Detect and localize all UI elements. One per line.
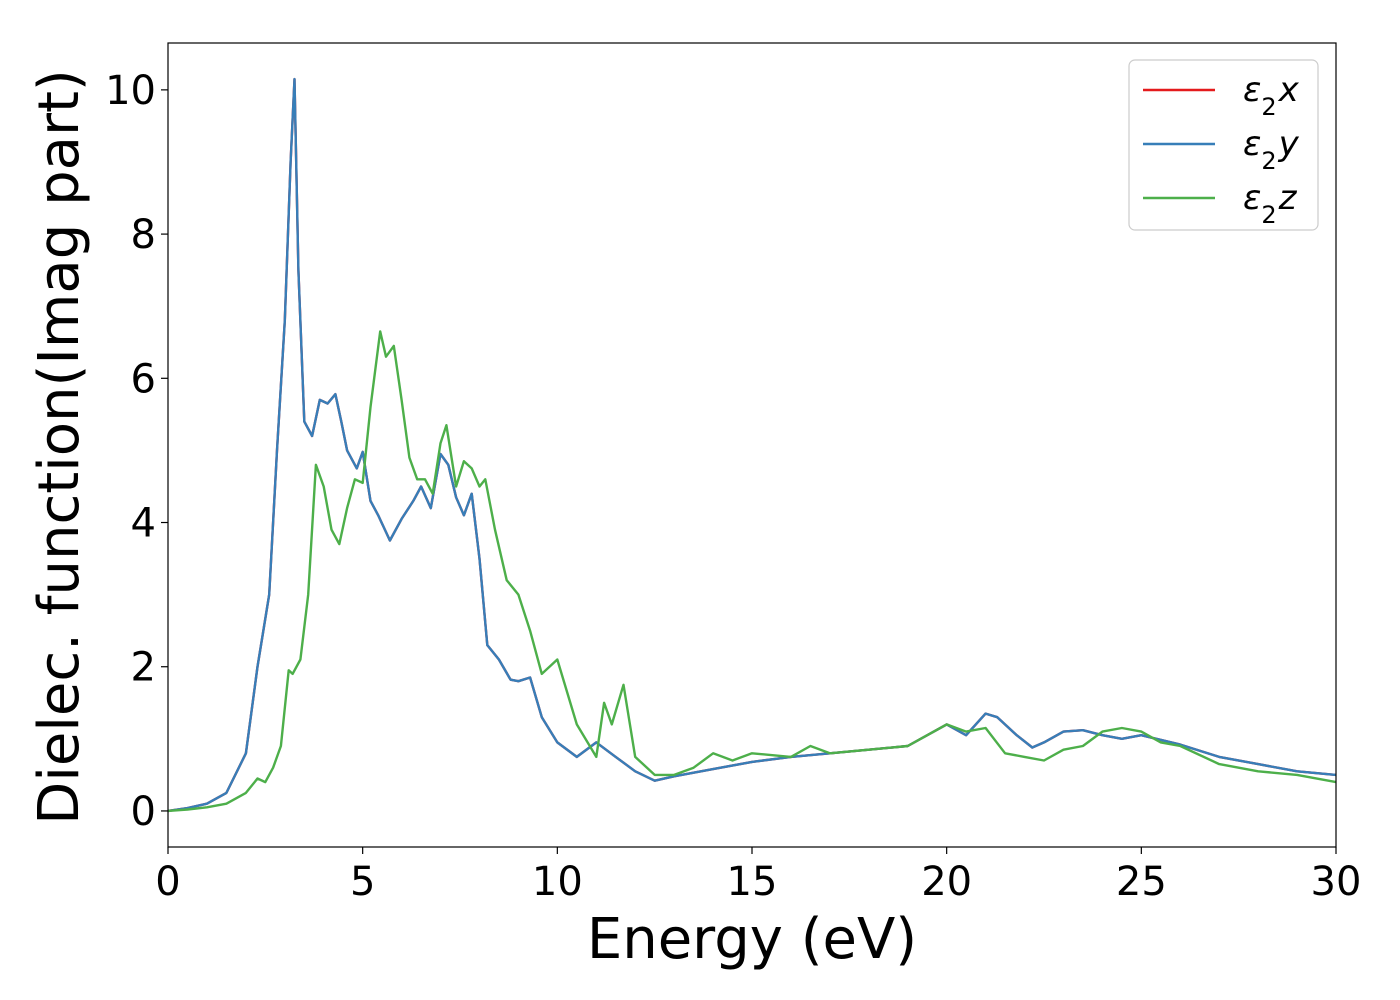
series-line-y — [167, 77, 1337, 813]
x-axis-label: Energy (eV) — [587, 907, 917, 972]
y-tick-label: 10 — [105, 68, 156, 114]
legend-label-y: ε2y — [1243, 124, 1300, 175]
y-tick-label: 4 — [131, 501, 156, 547]
legend-label-x: ε2x — [1243, 70, 1300, 121]
series-line-z — [167, 330, 1337, 813]
x-tick-label: 5 — [350, 859, 375, 905]
y-tick-label: 8 — [131, 212, 156, 258]
x-tick-label: 20 — [921, 859, 972, 905]
y-tick-label: 0 — [131, 789, 156, 835]
x-tick-label: 15 — [727, 859, 778, 905]
x-tick-label: 25 — [1116, 859, 1167, 905]
y-axis-label: Dielec. function(Imag part) — [27, 69, 92, 825]
x-tick-label: 0 — [155, 859, 180, 905]
y-tick-label: 6 — [131, 356, 156, 402]
legend-label-z: ε2z — [1243, 178, 1298, 229]
x-tick-label: 10 — [532, 859, 583, 905]
y-tick-label: 2 — [131, 645, 156, 691]
y-axis-ticks: 0 2 4 6 8 10 — [105, 68, 168, 835]
series-group — [167, 77, 1337, 813]
x-axis-ticks: 0 5 10 15 20 25 30 — [155, 847, 1361, 905]
x-tick-label: 30 — [1311, 859, 1362, 905]
legend-box — [1128, 59, 1319, 231]
